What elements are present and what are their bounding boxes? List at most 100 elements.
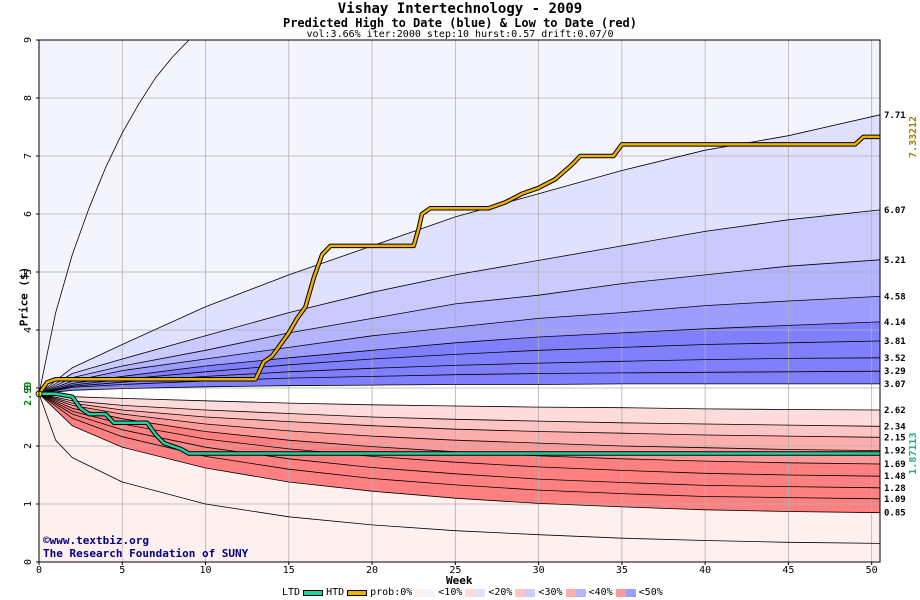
- y-tick-label: 1: [23, 501, 34, 507]
- blue-band-4: [39, 321, 880, 394]
- credit-website: ©www.textbiz.org: [43, 534, 149, 547]
- y-tick-label: 0: [23, 559, 34, 565]
- red-quantile-curve-6: [38, 393, 881, 489]
- red-end-label-3: 1.92: [884, 447, 906, 457]
- y-tick-label: 2: [23, 443, 34, 449]
- x-tick-label: 0: [36, 565, 42, 576]
- red-quantile-curve-3: [38, 393, 881, 451]
- red-end-label-5: 1.48: [884, 472, 906, 482]
- blue-band-2: [39, 259, 880, 394]
- red-quantile-curve-0: [38, 393, 881, 411]
- x-axis-label: Week: [446, 574, 473, 587]
- legend-bin-2-label: <30%: [538, 587, 563, 598]
- blue-end-label-1: 6.07: [884, 206, 906, 216]
- blue-end-label-2: 5.21: [884, 256, 906, 266]
- chart-title: Vishay Intertechnology - 2009: [337, 1, 583, 17]
- x-tick-label: 45: [782, 565, 794, 576]
- red-end-label-0: 2.62: [884, 406, 906, 416]
- red-band-0: [39, 393, 880, 427]
- legend-htd-swatch: [347, 589, 368, 596]
- y-tick-label: 5: [23, 269, 34, 275]
- red-band-1: [39, 393, 880, 438]
- y-tick-label: 8: [23, 95, 34, 101]
- legend-bin-1-label: <20%: [488, 587, 513, 598]
- red-end-label-1: 2.34: [884, 422, 906, 432]
- red-quantile-curve-1: [38, 393, 881, 427]
- blue-band-outer: [39, 40, 880, 394]
- legend-htd-label: HTD: [326, 587, 345, 598]
- legend-bin-2-swatch: [515, 588, 536, 597]
- red-band-7: [39, 393, 880, 513]
- legend-bin-4-swatch: [615, 588, 636, 597]
- red-band-4: [39, 393, 880, 477]
- x-tick-label: 40: [699, 565, 711, 576]
- x-tick-label: 5: [119, 565, 125, 576]
- red-quantile-curve-7: [38, 393, 881, 500]
- red-quantile-curve-8: [38, 393, 881, 514]
- ltd-end-label: 1.87113: [908, 432, 919, 474]
- chart-subtitle: Predicted High to Date (blue) & Low to D…: [282, 16, 637, 30]
- ltd-line: [39, 392, 880, 455]
- blue-band-5: [39, 341, 880, 394]
- legend-bin-3-swatch: [565, 588, 586, 597]
- chart-title-block: Vishay Intertechnology - 2009 Predicted …: [0, 1, 920, 41]
- red-outer-curve: [38, 393, 881, 544]
- blue-band-3: [39, 296, 880, 394]
- blue-end-label-4: 4.14: [884, 318, 906, 328]
- legend-bin-3-label: <40%: [588, 587, 613, 598]
- credit-organization: The Research Foundation of SUNY: [43, 547, 249, 560]
- red-band-3: [39, 393, 880, 464]
- red-band-6: [39, 393, 880, 499]
- blue-quantile-curve-1: [38, 209, 881, 395]
- x-tick-label: 10: [200, 565, 212, 576]
- blue-band-7: [39, 371, 880, 394]
- x-tick-label: 20: [366, 565, 378, 576]
- y-tick-label: 4: [23, 327, 34, 333]
- legend-bin-1-swatch: [465, 588, 486, 597]
- blue-band-1: [39, 209, 880, 394]
- blue-quantile-curve-7: [38, 370, 881, 395]
- legend-ltd-label: LTD: [282, 587, 301, 598]
- red-end-label-2: 2.15: [884, 433, 906, 443]
- legend-prob-label: prob:0%: [370, 587, 413, 598]
- red-band-outer: [39, 393, 880, 562]
- x-tick-label: 30: [533, 565, 545, 576]
- legend-ltd-swatch: [303, 589, 324, 596]
- y-tick-label: 9: [23, 37, 34, 43]
- blue-quantile-curve-6: [38, 357, 881, 395]
- x-tick-label: 35: [616, 565, 628, 576]
- start-price-label: 2.90: [23, 382, 34, 406]
- blue-end-label-3: 4.58: [884, 292, 906, 302]
- y-tick-label: 7: [23, 153, 34, 159]
- blue-outer-curve: [38, 39, 190, 394]
- red-quantile-curve-2: [38, 393, 881, 438]
- legend-bin-0-swatch: [415, 588, 436, 597]
- y-axis-label: Price ($): [17, 266, 31, 327]
- blue-band-0: [39, 114, 880, 394]
- blue-quantile-curve-3: [38, 296, 881, 395]
- red-end-label-8: 0.85: [884, 509, 906, 519]
- legend-bin-4-label: <50%: [638, 587, 663, 598]
- legend: LTD HTD prob:0% <10% <20% <30% <40% <50%: [282, 587, 663, 598]
- blue-end-label-5: 3.81: [884, 337, 906, 347]
- x-tick-label: 25: [449, 565, 461, 576]
- red-end-label-6: 1.28: [884, 484, 906, 494]
- blue-quantile-curve-0: [38, 114, 881, 395]
- blue-quantile-curve-8: [38, 383, 880, 395]
- blue-band-6: [39, 357, 880, 394]
- htd-line: [37, 135, 880, 395]
- y-tick-label: 6: [23, 211, 34, 217]
- red-end-label-4: 1.69: [884, 460, 906, 470]
- blue-end-label-7: 3.29: [884, 367, 906, 377]
- x-tick-label: 50: [866, 565, 878, 576]
- blue-end-label-8: 3.07: [884, 380, 906, 390]
- y-tick-label: 3: [23, 385, 34, 391]
- chart-params: vol:3.66% iter:2000 step:10 hurst:0.57 d…: [306, 29, 614, 40]
- blue-end-label-6: 3.52: [884, 354, 906, 364]
- legend-bin-0-label: <10%: [438, 587, 463, 598]
- htd-end-label: 7.33212: [908, 116, 919, 158]
- plot-frame: [38, 39, 881, 563]
- red-band-5: [39, 393, 880, 488]
- red-quantile-curve-4: [38, 393, 881, 465]
